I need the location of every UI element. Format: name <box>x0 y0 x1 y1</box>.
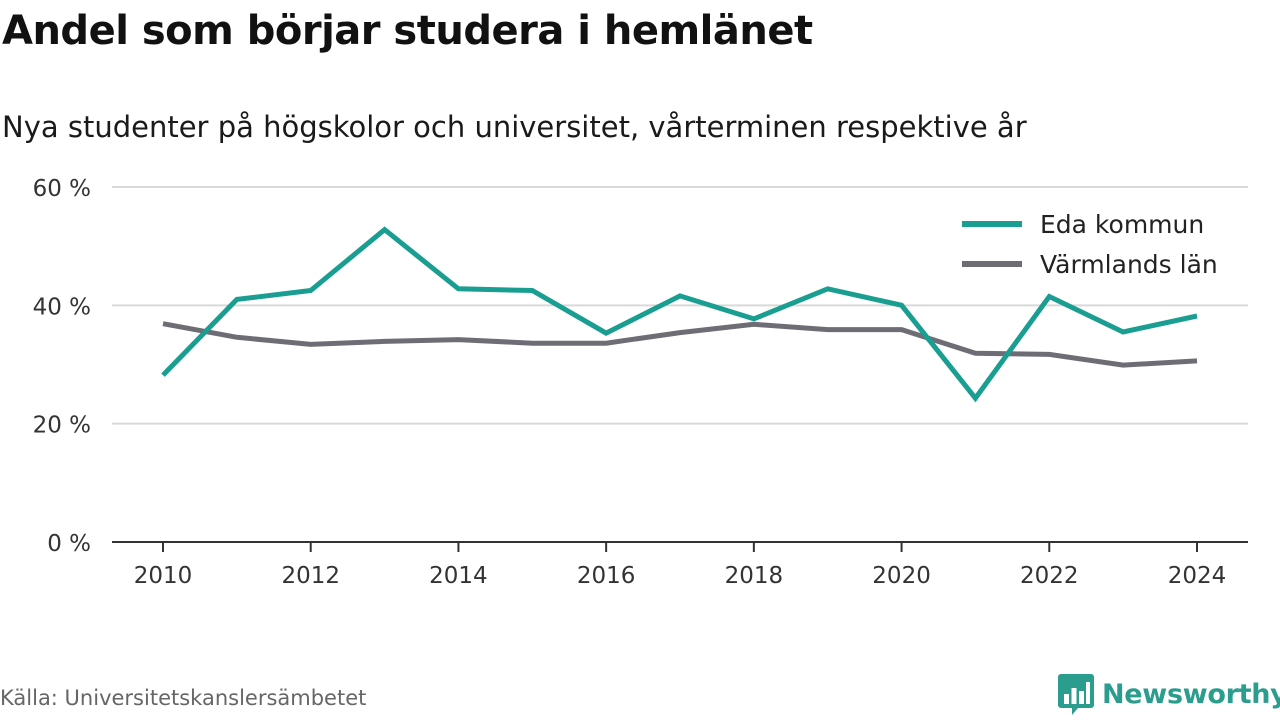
line-chart: 0 % 20 % 40 % 60 % 2010 2012 2014 2016 2018 2020… <box>33 176 1248 589</box>
y-tick-label: 20 % <box>33 413 91 439</box>
y-tick-label: 0 % <box>47 531 91 557</box>
legend: Eda kommun Värmlands län <box>962 210 1218 279</box>
x-tick-label: 2014 <box>429 563 488 589</box>
source-note: Källa: Universitetskanslersämbetet <box>0 686 367 710</box>
x-tick-label: 2024 <box>1168 563 1227 589</box>
chart-title: Andel som börjar studera i hemlänet <box>2 8 813 54</box>
gridlines <box>112 186 1248 425</box>
x-axis: 2010 2012 2014 2016 2018 2020 2022 2024 <box>112 541 1248 589</box>
x-tick-label: 2022 <box>1020 563 1079 589</box>
series-line-1 <box>162 321 1198 368</box>
legend-label: Värmlands län <box>1040 250 1218 279</box>
series-line-0 <box>161 226 1198 403</box>
brand-name: Newsworthy <box>1102 678 1280 710</box>
x-tick-label: 2012 <box>281 563 340 589</box>
y-tick-label: 40 % <box>33 294 91 320</box>
y-tick-label: 60 % <box>33 176 91 202</box>
y-axis-ticks: 0 % 20 % 40 % 60 % <box>33 176 91 557</box>
x-tick-label: 2018 <box>725 563 784 589</box>
legend-label: Eda kommun <box>1040 210 1204 239</box>
chart-subtitle: Nya studenter på högskolor och universit… <box>2 110 1027 144</box>
newsworthy-logo: Newsworthy <box>1058 672 1280 716</box>
series-lines <box>161 226 1198 403</box>
newsworthy-logo-icon <box>1058 674 1094 715</box>
x-tick-label: 2016 <box>577 563 636 589</box>
x-tick-label: 2020 <box>872 563 931 589</box>
x-tick-label: 2010 <box>134 563 193 589</box>
